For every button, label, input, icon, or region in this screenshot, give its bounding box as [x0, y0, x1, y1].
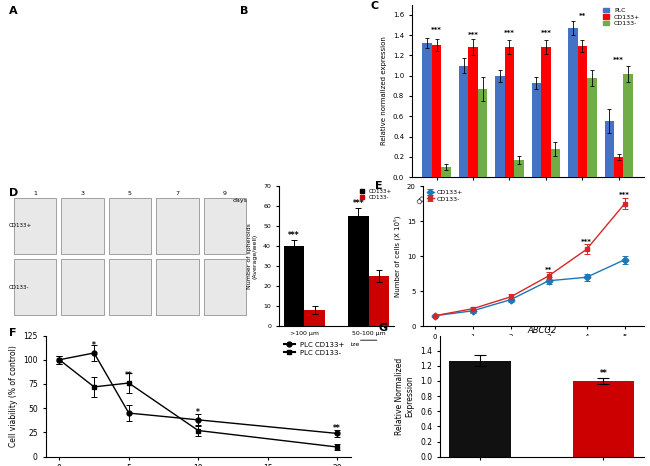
Text: *: * — [196, 408, 200, 417]
Text: 9: 9 — [223, 191, 227, 196]
Bar — [304, 310, 325, 326]
FancyBboxPatch shape — [156, 198, 199, 254]
Text: ***: *** — [467, 32, 478, 38]
FancyBboxPatch shape — [203, 259, 246, 315]
Bar — [623, 74, 633, 177]
FancyBboxPatch shape — [14, 259, 57, 315]
Bar — [422, 43, 432, 177]
Text: 7: 7 — [176, 191, 179, 196]
Text: ***: *** — [431, 27, 442, 33]
Text: **: ** — [333, 424, 341, 432]
Text: days: days — [233, 198, 247, 203]
Bar — [468, 47, 478, 177]
Text: F: F — [9, 328, 16, 338]
Bar — [573, 381, 634, 457]
X-axis label: (days): (days) — [523, 341, 545, 348]
Bar — [495, 75, 505, 177]
Bar — [284, 247, 304, 326]
Text: ***: *** — [289, 231, 300, 240]
Text: A: A — [8, 7, 17, 16]
Text: 1: 1 — [33, 191, 37, 196]
Text: ***: *** — [619, 192, 630, 198]
Y-axis label: Cell viability (% of control): Cell viability (% of control) — [9, 345, 18, 447]
Text: G: G — [379, 323, 388, 333]
FancyBboxPatch shape — [61, 259, 104, 315]
Bar — [478, 89, 488, 177]
Bar — [604, 121, 614, 177]
Text: **: ** — [578, 13, 586, 19]
Text: B: B — [240, 7, 248, 16]
Bar — [348, 216, 369, 326]
X-axis label: Spheroids size: Spheroids size — [314, 342, 359, 347]
Y-axis label: Number of cells (X 10⁵): Number of cells (X 10⁵) — [394, 216, 401, 297]
Bar — [587, 78, 597, 177]
Bar — [514, 160, 524, 177]
Legend: CD133+, CD133-: CD133+, CD133- — [359, 189, 392, 200]
FancyBboxPatch shape — [109, 259, 151, 315]
Legend: CD133+, CD133-: CD133+, CD133- — [426, 190, 463, 201]
Legend: PLC, CD133+, CD133-: PLC, CD133+, CD133- — [603, 8, 640, 27]
Bar — [432, 45, 441, 177]
Text: ***: *** — [581, 239, 592, 245]
Text: **: ** — [545, 267, 552, 273]
Text: ***: *** — [540, 30, 551, 36]
Text: **: ** — [599, 369, 607, 377]
Bar — [551, 149, 560, 177]
Bar — [541, 47, 551, 177]
Text: CD133-: CD133- — [9, 285, 29, 289]
Text: *: * — [92, 341, 96, 350]
Y-axis label: Relative normalized expression: Relative normalized expression — [382, 36, 387, 145]
Text: **: ** — [125, 371, 133, 380]
Bar — [369, 276, 389, 326]
Y-axis label: Number of spheroids
(Average/well): Number of spheroids (Average/well) — [247, 223, 257, 289]
Text: 5: 5 — [128, 191, 132, 196]
Bar — [614, 157, 623, 177]
Text: C: C — [370, 1, 378, 11]
Text: CD133+: CD133+ — [9, 223, 32, 228]
FancyBboxPatch shape — [203, 198, 246, 254]
Text: D: D — [9, 188, 18, 198]
Title: ABCG2: ABCG2 — [527, 326, 556, 335]
Text: 3: 3 — [81, 191, 84, 196]
FancyBboxPatch shape — [109, 198, 151, 254]
Y-axis label: Relative Normalized
Expression: Relative Normalized Expression — [395, 357, 415, 435]
Bar — [441, 167, 451, 177]
Bar — [505, 47, 514, 177]
Legend: PLC CD133+, PLC CD133-: PLC CD133+, PLC CD133- — [281, 339, 347, 359]
FancyBboxPatch shape — [61, 198, 104, 254]
Text: E: E — [375, 181, 383, 191]
Bar — [578, 46, 587, 177]
Bar — [449, 361, 511, 457]
Text: ***: *** — [614, 57, 624, 63]
Text: ***: *** — [504, 30, 515, 36]
Text: ***: *** — [352, 199, 364, 208]
Bar — [568, 28, 578, 177]
FancyBboxPatch shape — [156, 259, 199, 315]
FancyBboxPatch shape — [14, 198, 57, 254]
Bar — [459, 66, 468, 177]
Bar — [532, 83, 541, 177]
